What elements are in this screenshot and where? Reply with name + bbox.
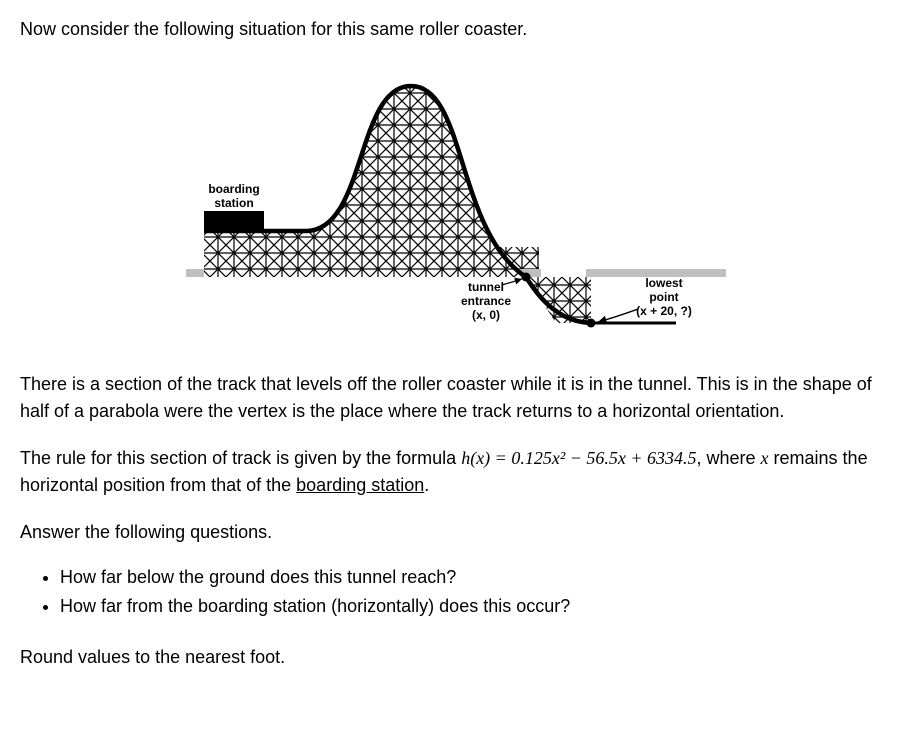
rollercoaster-diagram: boarding station tunnel entrance (x, 0) … bbox=[186, 61, 726, 341]
boarding-station-block bbox=[204, 211, 264, 231]
tunnel-leader bbox=[502, 279, 522, 285]
truss-lattice bbox=[204, 81, 604, 331]
paragraph-1: There is a section of the track that lev… bbox=[20, 371, 892, 425]
label-lowest-1: lowest bbox=[645, 276, 682, 290]
question-1: How far below the ground does this tunne… bbox=[60, 564, 892, 591]
base-truss bbox=[204, 247, 539, 269]
question-list: How far below the ground does this tunne… bbox=[60, 564, 892, 620]
diagram-container: boarding station tunnel entrance (x, 0) … bbox=[20, 61, 892, 341]
lowest-leader bbox=[598, 309, 638, 322]
p2-b: , where bbox=[697, 448, 761, 468]
paragraph-2: The rule for this section of track is gi… bbox=[20, 445, 892, 499]
intro-text: Now consider the following situation for… bbox=[20, 16, 892, 43]
label-lowest-3: (x + 20, ?) bbox=[636, 304, 692, 318]
tunnel-entrance-dot bbox=[522, 273, 531, 282]
p2-x: x bbox=[761, 448, 769, 468]
label-tunnel-3: (x, 0) bbox=[472, 308, 500, 322]
label-boarding-1: boarding bbox=[208, 182, 259, 196]
formula-hx: h(x) = 0.125x² − 56.5x + 6334.5 bbox=[461, 448, 696, 468]
label-lowest-2: point bbox=[649, 290, 678, 304]
label-tunnel-2: entrance bbox=[461, 294, 511, 308]
round-instruction: Round values to the nearest foot. bbox=[20, 644, 892, 671]
label-boarding-2: station bbox=[214, 196, 253, 210]
p2-e: . bbox=[424, 475, 429, 495]
p2-a: The rule for this section of track is gi… bbox=[20, 448, 461, 468]
question-2: How far from the boarding station (horiz… bbox=[60, 593, 892, 620]
p2-underline: boarding station bbox=[296, 475, 424, 495]
label-tunnel-1: tunnel bbox=[468, 280, 504, 294]
answer-lead: Answer the following questions. bbox=[20, 519, 892, 546]
